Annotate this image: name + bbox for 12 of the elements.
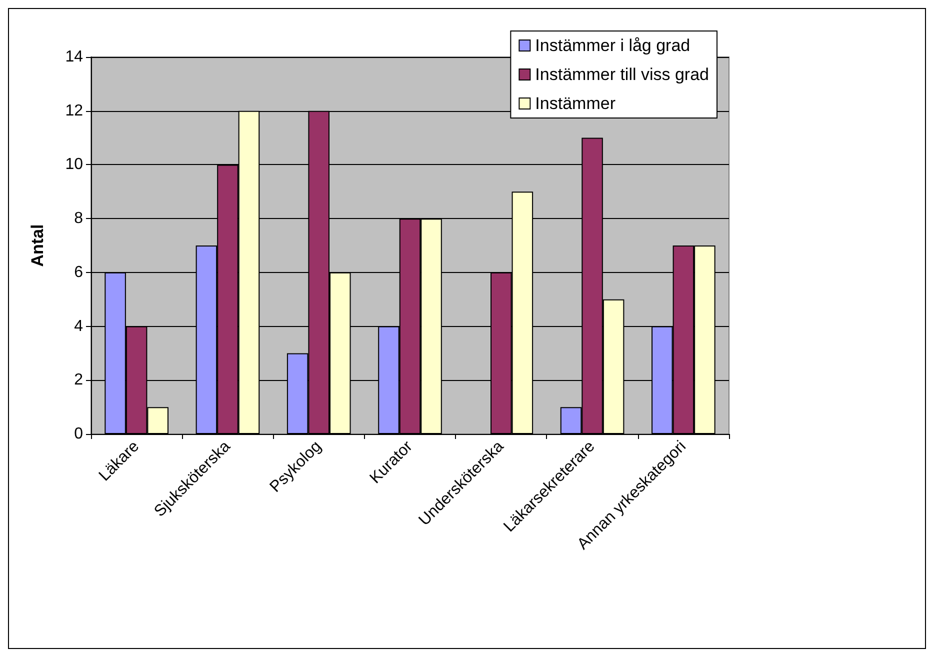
y-tick-label: 2: [74, 372, 84, 389]
y-tick-label: 14: [65, 48, 84, 66]
y-tick-label: 0: [74, 426, 84, 442]
y-tick-label: 10: [65, 156, 84, 174]
legend-label: Instämmer till viss grad: [535, 65, 710, 84]
y-tick-label: 12: [65, 102, 84, 120]
y-tick-label: 8: [74, 210, 84, 228]
y-axis-title: Antal: [28, 224, 47, 267]
legend-label: Instämmer: [535, 94, 616, 113]
legend-label: Instämmer i låg grad: [535, 36, 690, 55]
y-tick-label: 6: [74, 264, 84, 281]
y-tick-label: 4: [74, 318, 84, 335]
